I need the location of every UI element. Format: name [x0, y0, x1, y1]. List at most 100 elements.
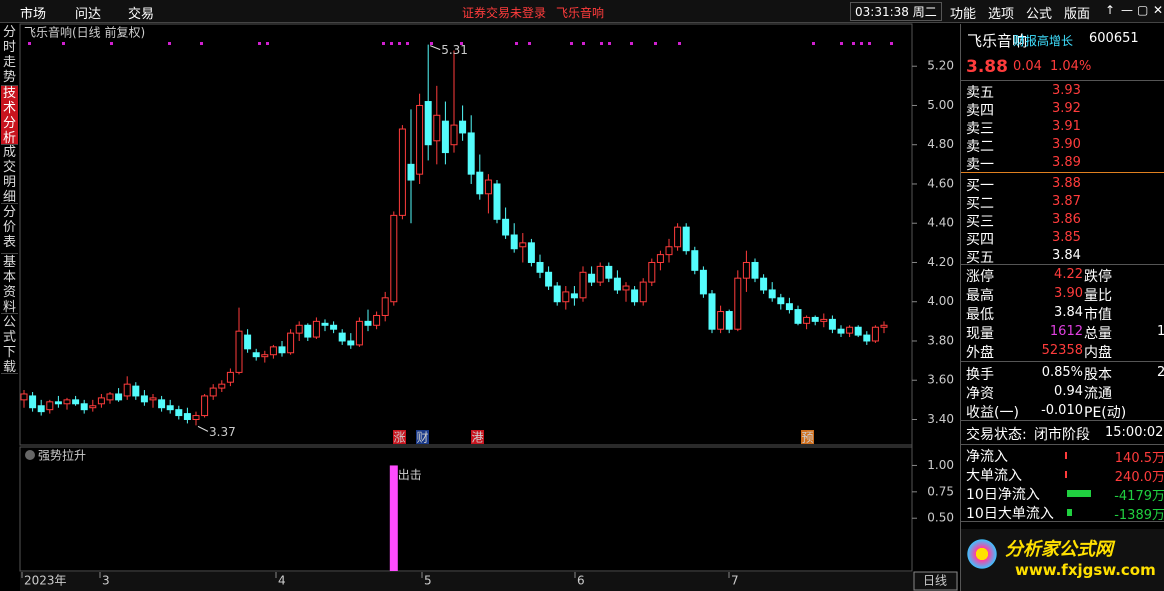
candle-body [785, 303, 793, 311]
ask-label: 卖一 [966, 157, 994, 173]
y-tick-label: 0.75 [927, 484, 954, 498]
candle-body [20, 393, 28, 401]
candle-body [691, 250, 699, 271]
menu-item[interactable]: 问达 [75, 7, 102, 22]
candle-body [183, 413, 191, 420]
signal-dot [570, 42, 573, 45]
signal-dot [390, 42, 393, 45]
signal-dot [868, 42, 871, 45]
candle-body [846, 326, 854, 334]
stat-value: 1612 [1049, 324, 1083, 339]
y-tick-label: 1.00 [927, 458, 954, 472]
signal-dot [460, 42, 463, 45]
signal-dot [608, 42, 611, 45]
candle-body [192, 415, 200, 420]
side-tab[interactable]: 基本资料 [1, 255, 18, 315]
side-tab[interactable]: 公式下载 [1, 315, 18, 375]
menu-bar: 市场 问达 交易 证券交易未登录 飞乐音响 03:31:38 周二 功能 选项 公式 版面 ↑ — ▢ ✕ [0, 0, 1164, 23]
candle-body [450, 124, 458, 146]
ask-label: 卖三 [966, 121, 994, 137]
window-button[interactable]: ↑ [1105, 3, 1116, 17]
candle-body [29, 395, 37, 409]
candle-body [811, 316, 819, 322]
window-button[interactable]: ▢ [1137, 3, 1149, 17]
window-button[interactable]: ✕ [1153, 3, 1164, 17]
ask-price: 3.89 [1052, 155, 1081, 170]
candle-body [502, 218, 510, 236]
menu-item[interactable]: 市场 [20, 7, 47, 22]
flow-label: 大单流入 [966, 468, 1022, 484]
side-tab[interactable]: 技术分析 [1, 86, 18, 146]
candle-body [347, 340, 355, 346]
candle-body [398, 128, 406, 216]
indicator-title: 强势拉升 [38, 448, 86, 463]
ask-label: 卖二 [966, 139, 994, 155]
side-tab[interactable]: 分时走势 [1, 25, 18, 86]
bid-price: 3.86 [1052, 212, 1081, 227]
candle-body [123, 383, 131, 397]
candle-body [433, 114, 441, 142]
event-label: 预 [801, 431, 813, 445]
stat-value: -0.010 [1041, 403, 1083, 418]
side-tab[interactable]: 成交明细 [1, 145, 18, 205]
candle-body [708, 293, 716, 330]
stat-label: 流通 [1084, 386, 1112, 402]
quote-price: 3.88 [966, 57, 1008, 77]
login-status: 证券交易未登录 [462, 6, 547, 20]
candle-body [553, 285, 561, 303]
signal-label: 出击 [398, 468, 422, 482]
candle-body [80, 403, 88, 411]
candle-body [467, 132, 475, 175]
stat-label: 市值 [1084, 307, 1112, 323]
candle-body [871, 326, 879, 342]
candle-body [252, 352, 260, 358]
window-button[interactable]: — [1121, 3, 1133, 17]
candle-body [226, 371, 234, 383]
menu-item[interactable]: 版面 [1064, 7, 1091, 22]
period-label[interactable]: 日线 [923, 574, 947, 588]
candle-body [777, 297, 785, 305]
candle-body [760, 277, 768, 291]
event-tag [393, 430, 406, 444]
min-label: 3.37 [209, 425, 236, 439]
status-time: 15:00:02 [1105, 425, 1164, 440]
candle-body [407, 163, 415, 181]
candle-body [149, 397, 157, 401]
candle-body [115, 393, 123, 401]
flow-bar [1065, 452, 1067, 459]
stat-label: 收益(一) [966, 405, 1019, 421]
signal-dot [860, 42, 863, 45]
candle-body [218, 383, 226, 389]
signal-dot [398, 42, 401, 45]
menu-item[interactable]: 选项 [988, 7, 1015, 22]
candle-body [287, 332, 295, 354]
x-axis-bar [20, 572, 958, 591]
quote-tag: 财报高增长 [1013, 34, 1074, 48]
side-tab[interactable]: 分价表 [1, 205, 18, 254]
stat-label: 净资 [966, 386, 994, 402]
candle-body [631, 289, 639, 303]
flow-value: 140.5万 [1114, 451, 1164, 466]
signal-dot [630, 42, 633, 45]
candle-body [364, 320, 372, 326]
flow-value: 240.0万 [1114, 470, 1164, 485]
divider [961, 521, 1164, 522]
candle-body [158, 399, 166, 409]
y-tick-label: 3.60 [927, 373, 954, 387]
menu-item[interactable]: 功能 [950, 7, 977, 22]
candle-body [665, 246, 673, 256]
menu-item[interactable]: 交易 [128, 7, 155, 22]
event-label: 涨 [393, 430, 405, 445]
signal-dot [890, 42, 893, 45]
candle-body [355, 320, 363, 346]
divider [961, 264, 1164, 265]
candle-body [768, 289, 776, 299]
candle-body [579, 271, 587, 299]
divider [961, 80, 1164, 81]
candle-body [476, 171, 484, 195]
menu-item[interactable]: 公式 [1026, 7, 1053, 22]
candle-body [54, 401, 62, 405]
ask-price: 3.93 [1052, 83, 1081, 98]
y-tick-label: 3.80 [927, 333, 954, 347]
candle-body [97, 397, 105, 405]
